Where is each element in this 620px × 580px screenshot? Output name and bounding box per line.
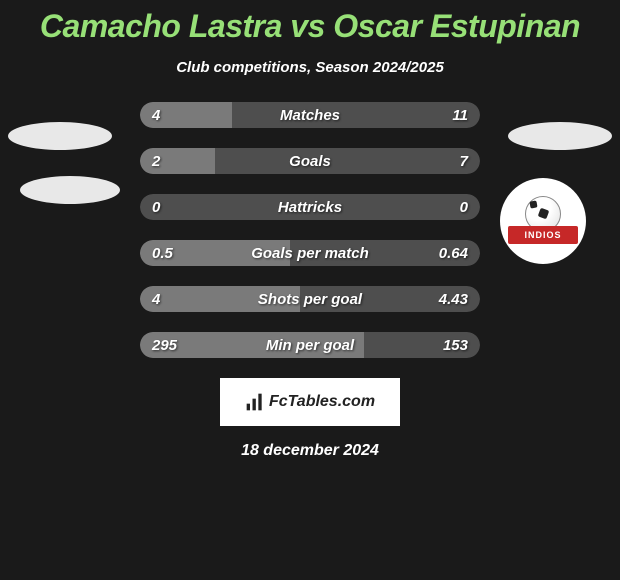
chart-icon (245, 392, 265, 412)
stat-label: Matches (140, 102, 480, 128)
stat-value-right: 7 (460, 148, 468, 174)
club-badge: INDIOS (500, 178, 586, 264)
stat-row: 0Hattricks0 (140, 194, 480, 220)
stat-value-right: 11 (452, 102, 468, 128)
stat-label: Shots per goal (140, 286, 480, 312)
stat-value-right: 0 (460, 194, 468, 220)
stat-row: 295Min per goal153 (140, 332, 480, 358)
stat-label: Goals (140, 148, 480, 174)
date-text: 18 december 2024 (0, 442, 620, 460)
stat-value-right: 4.43 (439, 286, 468, 312)
stat-label: Min per goal (140, 332, 480, 358)
subtitle: Club competitions, Season 2024/2025 (0, 59, 620, 76)
logo-text: FcTables.com (269, 393, 375, 411)
club-badge-text: INDIOS (508, 226, 578, 244)
stat-label: Goals per match (140, 240, 480, 266)
stat-row: 2Goals7 (140, 148, 480, 174)
stat-row: 4Shots per goal4.43 (140, 286, 480, 312)
stats-bars: 4Matches11 2Goals7 0Hattricks0 0.5Goals per… (140, 102, 480, 358)
page-title: Camacho Lastra vs Oscar Estupinan (0, 0, 620, 45)
stat-row: 0.5Goals per match0.64 (140, 240, 480, 266)
stat-row: 4Matches11 (140, 102, 480, 128)
fctables-logo: FcTables.com (220, 378, 400, 426)
stat-value-right: 153 (443, 332, 468, 358)
stat-value-right: 0.64 (439, 240, 468, 266)
stat-label: Hattricks (140, 194, 480, 220)
